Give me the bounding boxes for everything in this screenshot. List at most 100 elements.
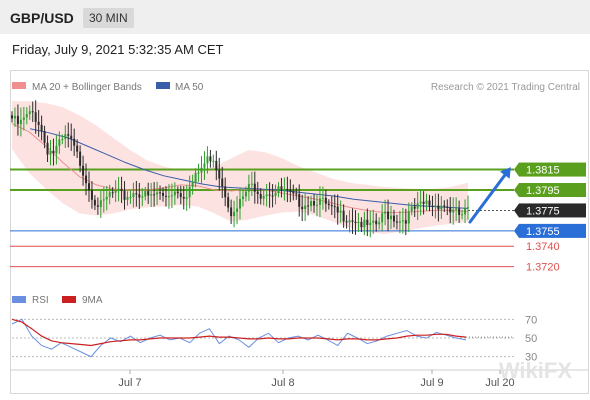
candle-body <box>286 189 288 190</box>
ma20-legend-swatch <box>12 82 26 89</box>
level-tag-pointer <box>514 163 519 177</box>
candle-body <box>189 187 191 197</box>
candle-body <box>322 198 324 199</box>
candle-body <box>372 221 374 223</box>
candle-body <box>313 201 315 205</box>
level-tag-text-1.3775: 1.3775 <box>526 205 560 217</box>
candle-body <box>366 220 368 225</box>
candle-body <box>263 196 265 199</box>
candle-body <box>334 206 336 207</box>
candle-body <box>106 197 108 200</box>
candle-body <box>138 194 140 197</box>
candle-body <box>76 146 78 152</box>
rsi-legend-swatch <box>12 296 26 303</box>
candle-body <box>35 112 37 122</box>
candle-body <box>159 192 161 193</box>
candle-body <box>275 193 277 196</box>
x-tick-label: Jul 8 <box>271 377 294 389</box>
level-label-1.3740: 1.3740 <box>526 241 560 253</box>
candle-body <box>49 151 51 155</box>
copyright-label: Research © 2021 Trading Central <box>431 82 580 93</box>
level-tag-pointer <box>514 183 519 197</box>
candle-body <box>381 213 383 222</box>
candle-body <box>58 139 60 145</box>
candle-body <box>20 120 22 124</box>
candle-body <box>64 134 66 139</box>
candle-body <box>289 190 291 192</box>
candle-body <box>147 191 149 195</box>
candle-body <box>411 206 413 211</box>
ma20-legend-label: MA 20 + Bollinger Bands <box>32 82 142 93</box>
candle-body <box>177 192 179 194</box>
candle-body <box>352 220 354 221</box>
candle-body <box>171 195 173 196</box>
ma9-legend-swatch <box>62 296 76 303</box>
candle-body <box>420 202 422 204</box>
candle-body <box>408 211 410 224</box>
candle-body <box>384 212 386 214</box>
candle-body <box>61 139 63 140</box>
ma50-legend-label: MA 50 <box>175 82 204 93</box>
candle-body <box>230 207 232 216</box>
candle-body <box>186 197 188 198</box>
candle-body <box>174 192 176 196</box>
candle-body <box>242 196 244 199</box>
x-tick-label: Jul 9 <box>420 377 443 389</box>
candle-body <box>349 220 351 222</box>
candle-body <box>423 202 425 204</box>
candle-body <box>399 221 401 222</box>
candle-body <box>233 212 235 216</box>
candle-body <box>304 206 306 210</box>
candle-body <box>437 206 439 210</box>
candle-body <box>467 207 469 208</box>
candle-body <box>272 196 274 197</box>
candle-body <box>440 206 442 210</box>
candle-body <box>260 194 262 199</box>
candle-body <box>153 194 155 195</box>
rsi-level-label: 50 <box>525 333 537 345</box>
candle-body <box>298 194 300 207</box>
level-tag-pointer <box>514 203 519 217</box>
candle-body <box>218 170 220 179</box>
candle-body <box>387 212 389 220</box>
candle-body <box>393 216 395 222</box>
candle-body <box>464 208 466 214</box>
candle-body <box>124 191 126 200</box>
candle-body <box>269 194 271 195</box>
candle-body <box>331 205 333 206</box>
candle-body <box>239 199 241 208</box>
candle-body <box>70 136 72 139</box>
candle-body <box>11 115 13 118</box>
rsi-level-label: 70 <box>525 314 537 326</box>
candle-body <box>236 208 238 211</box>
candle-body <box>73 139 75 146</box>
candle-body <box>458 209 460 215</box>
rsi-legend-label: RSI <box>32 295 49 306</box>
candle-body <box>357 222 359 223</box>
forecast-arrow <box>470 174 506 222</box>
candle-body <box>55 146 57 153</box>
candle-body <box>118 189 120 190</box>
candle-body <box>198 173 200 174</box>
level-tag-text-1.3815: 1.3815 <box>526 165 560 177</box>
candle-body <box>44 131 46 143</box>
candle-body <box>257 192 259 194</box>
candle-body <box>91 190 93 200</box>
candle-body <box>195 173 197 183</box>
candle-body <box>369 223 371 225</box>
candle-body <box>150 194 152 195</box>
candle-body <box>135 193 137 194</box>
candle-body <box>319 198 321 204</box>
candle-body <box>112 192 114 193</box>
level-tags: 1.3815 1.3795 1.3775 1.3755 1.3740 1.3720 <box>514 163 586 274</box>
level-label-1.3720: 1.3720 <box>526 262 560 274</box>
ma9-legend-label: 9MA <box>82 295 103 306</box>
candle-body <box>402 220 404 221</box>
candle-body <box>165 196 167 197</box>
candle-body <box>363 220 365 228</box>
candle-body <box>132 193 134 197</box>
candle-body <box>346 221 348 222</box>
candle-body <box>79 152 81 166</box>
x-axis-ticks: Jul 7 Jul 8 Jul 9 Jul 20 <box>118 370 514 389</box>
candle-body <box>94 200 96 206</box>
